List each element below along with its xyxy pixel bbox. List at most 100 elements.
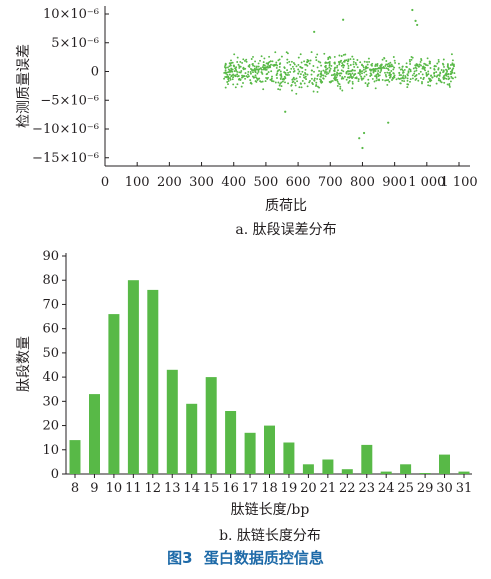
scatter-point — [279, 78, 282, 80]
scatter-point — [403, 80, 406, 83]
scatter-point — [352, 58, 355, 61]
scatter-point — [338, 72, 341, 75]
scatter-point — [244, 72, 247, 75]
scatter-point — [293, 78, 296, 81]
scatter-point — [271, 60, 274, 63]
scatter-point — [410, 58, 413, 61]
scatter-point — [280, 81, 283, 84]
scatter-point — [227, 68, 230, 71]
scatter-point — [328, 55, 331, 58]
bar — [419, 473, 431, 474]
scatter-point — [295, 92, 298, 95]
scatter-point — [433, 74, 436, 77]
scatter-point — [255, 68, 258, 71]
scatter-point — [306, 61, 308, 63]
scatter-point — [399, 68, 402, 71]
scatter-point — [336, 64, 339, 67]
scatter-point — [388, 65, 391, 68]
scatter-point — [409, 78, 412, 81]
scatter-point — [293, 70, 296, 72]
scatter-point — [303, 76, 306, 79]
scatter-point — [441, 62, 444, 65]
scatter-point — [384, 79, 387, 82]
scatter-point — [299, 75, 301, 78]
scatter-point — [392, 56, 395, 58]
scatter-x-tick-label: 600 — [286, 175, 311, 190]
scatter-point — [407, 71, 410, 74]
scatter-x-tick-label: 900 — [382, 175, 407, 190]
scatter-point — [279, 62, 282, 65]
scatter-point — [304, 75, 307, 78]
bar-x-tick-label: 31 — [456, 481, 473, 496]
scatter-point — [391, 65, 394, 68]
scatter-point — [349, 64, 352, 66]
bar — [186, 403, 198, 474]
scatter-point — [381, 58, 384, 61]
scatter-point — [243, 75, 246, 78]
bar-x-tick-label: 13 — [164, 481, 181, 496]
scatter-point — [309, 79, 311, 82]
scatter-point — [315, 85, 317, 87]
scatter-point — [348, 72, 351, 75]
scatter-point — [442, 71, 445, 74]
scatter-y-tick-label: −5×10⁻⁶ — [40, 93, 99, 108]
scatter-point — [315, 59, 318, 62]
scatter-x-tick-label: 500 — [253, 175, 278, 190]
scatter-point — [263, 57, 266, 60]
scatter-point — [372, 71, 375, 74]
scatter-point — [324, 71, 326, 74]
scatter-point — [236, 61, 239, 63]
scatter-point — [347, 64, 350, 67]
scatter-point — [348, 79, 351, 82]
scatter-point — [350, 70, 353, 72]
scatter-point — [380, 69, 383, 72]
scatter-y-tick-label: 10×10⁻⁶ — [43, 7, 99, 22]
scatter-point — [268, 60, 271, 63]
scatter-point — [323, 52, 326, 55]
scatter-point — [254, 74, 257, 77]
scatter-point — [321, 74, 323, 77]
scatter-point — [365, 73, 368, 76]
scatter-point — [270, 63, 272, 66]
scatter-point — [428, 77, 430, 80]
bar-x-tick-label: 14 — [183, 481, 200, 496]
scatter-point — [446, 63, 449, 66]
scatter-point — [241, 61, 244, 64]
scatter-point — [231, 61, 234, 64]
scatter-point — [375, 77, 378, 79]
scatter-point — [445, 77, 448, 80]
scatter-point — [388, 74, 391, 77]
scatter-point — [316, 53, 319, 56]
bar — [264, 425, 275, 474]
scatter-point — [343, 75, 346, 78]
scatter-point — [278, 65, 281, 68]
scatter-point — [409, 63, 412, 65]
scatter-point-outlier — [387, 121, 390, 124]
scatter-point — [245, 60, 248, 63]
scatter-point — [262, 88, 265, 91]
bar-y-tick-label: 50 — [42, 346, 59, 361]
scatter-point — [308, 81, 311, 84]
bar-y-tick-label: 80 — [42, 273, 59, 288]
scatter-point — [295, 65, 298, 68]
scatter-point — [450, 53, 453, 56]
scatter-point — [319, 61, 322, 64]
scatter-point — [413, 70, 416, 73]
scatter-x-tick-label: 100 — [125, 175, 150, 190]
scatter-point — [420, 64, 422, 67]
scatter-point — [382, 66, 385, 68]
scatter-point — [369, 69, 372, 72]
scatter-point — [289, 71, 292, 73]
scatter-point — [416, 64, 419, 67]
scatter-point — [369, 72, 372, 75]
scatter-point — [367, 78, 370, 81]
scatter-point — [333, 67, 336, 70]
scatter-point — [374, 67, 377, 70]
scatter-point-outlier — [342, 18, 345, 21]
scatter-point — [393, 76, 396, 79]
scatter-point — [358, 72, 361, 75]
scatter-point — [351, 77, 354, 80]
scatter-point — [306, 73, 309, 76]
scatter-point — [423, 62, 426, 65]
